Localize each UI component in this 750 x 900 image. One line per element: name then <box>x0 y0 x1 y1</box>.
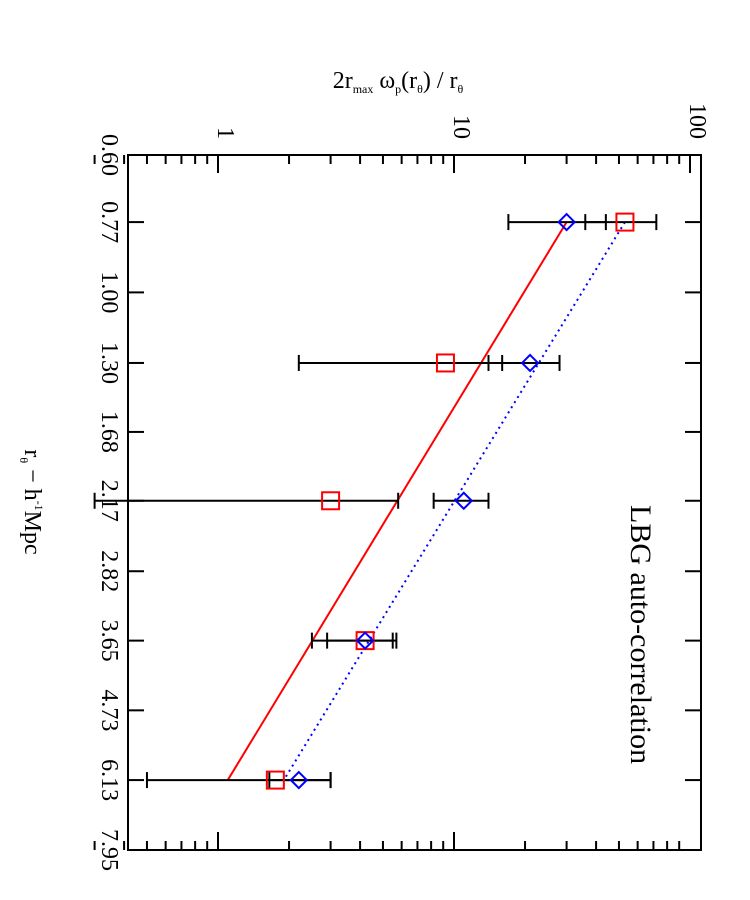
data-point-square <box>615 212 635 232</box>
x-tick-label: 6.13 <box>96 759 122 801</box>
blue-dotted-fit <box>282 221 626 781</box>
y-tick-label: 100 <box>684 103 710 139</box>
data-point-diamond <box>289 770 309 790</box>
data-point-diamond <box>520 353 540 373</box>
x-tick-label: 1.68 <box>96 411 122 453</box>
data-markers <box>265 212 635 790</box>
data-point-square <box>321 491 341 511</box>
y-tick-label: 1 <box>212 127 238 139</box>
data-point-diamond <box>454 491 474 511</box>
data-point-square <box>265 770 285 790</box>
x-tick-label: 4.73 <box>96 689 122 731</box>
x-tick-label: 1.00 <box>96 271 122 313</box>
y-axis-tick-labels: 1 10 100 <box>212 103 710 139</box>
y-tick-label: 10 <box>448 115 474 139</box>
x-tick-label: 2.82 <box>96 550 122 592</box>
data-point-diamond <box>355 631 375 651</box>
x-axis-ticks <box>128 221 701 782</box>
data-point-square <box>435 353 455 373</box>
chart-title: LBG auto-correlation <box>624 505 657 764</box>
data-point-diamond <box>557 212 577 232</box>
x-tick-label: 0.77 <box>96 201 122 243</box>
y-axis-ticks <box>93 155 691 850</box>
plot-frame <box>127 154 702 851</box>
x-tick-label: 0.60 <box>96 134 122 176</box>
x-axis-tick-labels: 0.600.771.001.301.682.172.823.654.736.13… <box>96 134 122 871</box>
y-axis-label: 2rmax ωp(rθ) / rθ <box>333 68 464 96</box>
x-axis-label: rθ − h-1Mpc <box>17 449 46 554</box>
x-tick-label: 1.30 <box>96 342 122 384</box>
x-tick-label: 3.65 <box>96 620 122 662</box>
x-tick-label: 7.95 <box>96 829 122 871</box>
error-bars <box>93 214 658 789</box>
